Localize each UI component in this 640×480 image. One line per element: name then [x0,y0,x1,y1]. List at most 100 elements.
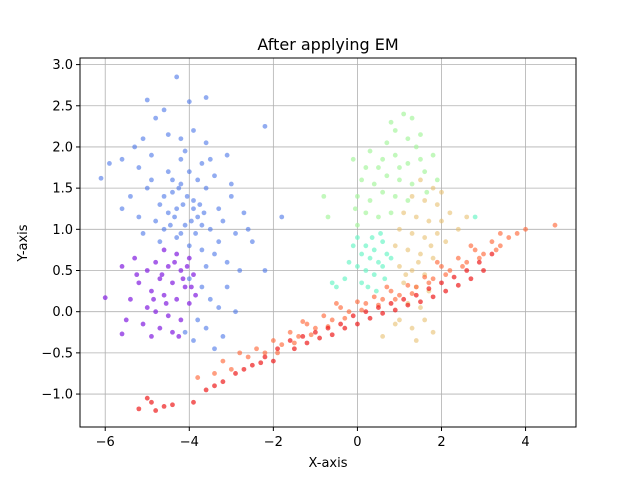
data-point [405,247,411,253]
data-point [430,294,436,300]
x-tick-label: 4 [521,435,529,450]
data-point [170,177,175,183]
data-point [355,299,360,305]
data-point [178,136,184,142]
data-point [144,268,150,273]
data-point [203,140,209,146]
data-point [439,189,444,195]
data-point [329,280,335,286]
data-point [134,272,140,278]
data-point [157,276,163,282]
data-point [443,288,449,294]
data-point [401,111,407,117]
data-point [481,268,486,273]
data-point [405,136,411,142]
data-point [363,301,369,306]
data-point [107,161,112,166]
data-point [415,259,421,265]
data-point [203,325,209,331]
data-point [493,247,499,253]
data-point [262,354,268,360]
data-point [422,317,428,323]
data-point [161,107,167,113]
y-tick-label: 0.5 [52,264,73,279]
data-point [203,185,209,191]
data-point [224,259,230,265]
data-point [144,185,150,191]
y-axis-ticks: −1.0 −0.5 0.0 0.5 1.0 1.5 2.0 2.5 3.0 [41,58,80,403]
data-point [220,218,226,224]
data-point [371,247,377,253]
plot-frame [79,57,577,428]
y-tick-label: −1.0 [41,388,73,403]
data-point [163,301,169,306]
data-point [367,255,373,261]
data-point [180,202,186,208]
data-point [363,309,369,315]
data-point [184,263,190,269]
data-point [233,371,238,376]
data-point [476,255,482,261]
data-point [191,338,196,343]
x-axis-ticks: −6 −4 −2 0 2 4 [96,427,530,450]
data-point [392,128,398,133]
data-point [367,198,373,203]
data-point [401,296,407,302]
data-point [350,313,356,319]
data-point [212,173,217,179]
data-point [342,276,348,282]
data-point [119,206,125,212]
data-point [359,307,365,313]
data-point [312,329,318,335]
data-point [365,284,371,290]
y-tick-label: 1.5 [52,182,73,197]
data-point [119,331,125,337]
data-point [317,335,322,341]
data-point [186,301,192,306]
data-point [472,247,478,253]
data-point [409,268,415,273]
data-point [384,284,390,290]
data-point [178,317,184,323]
data-point [424,189,430,195]
data-point [434,177,440,183]
data-point [199,284,205,290]
data-point [397,317,402,323]
data-point [380,239,386,245]
data-point [228,193,234,199]
data-point [367,315,373,321]
data-point [346,259,352,265]
data-point [149,288,154,294]
grid-lines [80,58,576,427]
data-point [418,132,423,138]
data-point [182,222,188,228]
data-point [464,214,470,220]
data-point [195,214,201,220]
data-point [153,408,159,413]
data-point [359,251,365,257]
data-point [228,181,234,187]
data-point [128,296,133,302]
data-point [279,342,285,348]
data-point [304,340,310,346]
data-point [195,177,201,183]
data-point [342,325,348,331]
data-point [338,305,344,310]
cluster-2 [102,247,198,339]
data-point [355,222,360,228]
data-point [216,239,222,245]
data-point [388,210,394,216]
data-point [430,329,436,335]
data-point [514,231,520,236]
data-point [380,189,386,195]
data-point [300,333,306,339]
data-point [464,259,470,265]
data-point [291,340,297,346]
data-point [405,302,411,308]
data-point [149,333,154,339]
data-point [191,198,196,203]
data-point [136,165,142,170]
x-tick-label: −4 [180,435,199,450]
data-point [413,292,419,298]
data-point [325,214,331,220]
